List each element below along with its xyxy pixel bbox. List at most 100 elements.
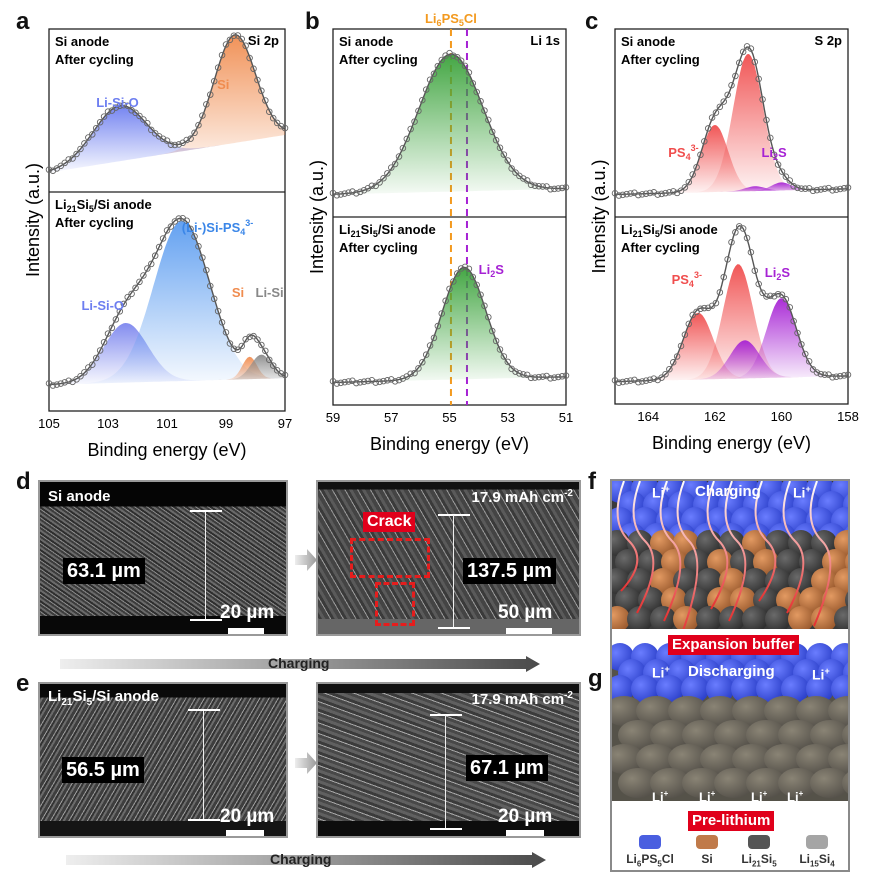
data-point	[65, 377, 72, 385]
legend-swatch	[696, 835, 718, 849]
sem-e-charged: 17.9 mAh cm-2 67.1 µm 20 µm	[316, 682, 581, 838]
data-point	[739, 48, 747, 56]
data-point	[697, 305, 704, 313]
data-point	[809, 187, 817, 195]
data-point	[226, 36, 234, 44]
data-point	[246, 333, 253, 341]
data-point	[128, 290, 135, 298]
data-point	[488, 128, 496, 136]
data-point	[442, 297, 449, 305]
li-ion-label: Li+	[652, 789, 668, 804]
data-point	[411, 369, 418, 377]
data-point	[230, 32, 238, 39]
spectrum-title: Li 1s	[530, 33, 560, 48]
data-point	[677, 187, 685, 195]
data-point	[140, 116, 147, 123]
x-tick-label: 59	[326, 410, 340, 425]
data-point	[372, 379, 379, 386]
data-point	[558, 373, 566, 380]
li-text: Li	[652, 484, 665, 501]
data-point	[49, 382, 57, 389]
data-point	[500, 151, 508, 158]
data-point	[333, 380, 341, 387]
legend-item-si: Si	[690, 835, 724, 866]
x-tick-label: 57	[384, 410, 398, 425]
data-point	[277, 370, 285, 377]
si-particle	[845, 553, 848, 571]
data-point	[159, 235, 167, 242]
data-point	[273, 119, 281, 127]
data-point	[805, 358, 813, 365]
thickness-label: 67.1 µm	[466, 755, 548, 781]
legend-sub: 5	[657, 859, 662, 869]
data-point	[802, 185, 809, 192]
data-point	[673, 353, 681, 360]
li21si5-particle	[696, 606, 722, 632]
legend-text: PS	[641, 852, 658, 866]
data-point	[646, 376, 654, 383]
x-tick-label: 160	[771, 409, 793, 424]
condition-label: After cycling	[621, 240, 700, 255]
data-point	[124, 102, 131, 109]
data-point	[763, 116, 770, 124]
panel-letter-a: a	[16, 8, 30, 35]
data-point	[345, 378, 352, 385]
data-point	[523, 177, 531, 184]
label-part: Li	[48, 688, 62, 705]
li21si5-particle	[627, 530, 653, 556]
sem-e-li21si5-anode: Li21Si5/Si anode 56.5 µm 20 µm	[38, 682, 288, 838]
data-point	[778, 168, 786, 175]
data-point	[535, 183, 543, 190]
data-point	[751, 267, 759, 274]
data-point	[399, 375, 407, 382]
data-point	[53, 381, 61, 388]
data-point	[380, 175, 387, 182]
data-point	[662, 189, 669, 197]
data-point	[364, 377, 372, 385]
li-ion-label: Li+	[652, 484, 670, 501]
li21si5-particle	[627, 606, 653, 632]
data-point	[356, 379, 364, 386]
data-point	[481, 302, 488, 310]
data-point	[191, 233, 198, 240]
li-ion-label: Li+	[751, 789, 767, 804]
measure-line	[445, 715, 446, 828]
charging-title: Charging	[695, 483, 761, 500]
data-point	[226, 340, 234, 347]
measure-top-tick	[438, 514, 470, 516]
legend-item-li6ps5cl: Li6PS5Cl	[620, 835, 680, 868]
data-point	[140, 272, 147, 279]
measure-line	[203, 711, 204, 819]
data-point	[120, 300, 127, 308]
li-text: Li	[652, 664, 665, 681]
li-ion-label: Li+	[699, 789, 715, 804]
data-point	[356, 188, 364, 196]
data-point	[426, 76, 434, 83]
li-ion-label: Li+	[787, 789, 803, 804]
li-text: Li	[699, 789, 711, 805]
data-point	[786, 304, 794, 311]
peak-fill	[615, 298, 848, 382]
data-point	[642, 377, 650, 384]
data-point	[454, 53, 461, 61]
data-point	[454, 270, 461, 277]
panel-letter-g: g	[588, 665, 603, 692]
discharging-title: Discharging	[688, 663, 775, 680]
data-point	[481, 107, 488, 114]
data-point	[833, 186, 840, 193]
li15si4-particle	[668, 696, 708, 726]
li-ion-path-arrow	[754, 481, 777, 602]
x-axis-label: Binding energy (eV)	[652, 433, 811, 453]
data-point	[85, 134, 92, 141]
data-point	[341, 378, 348, 386]
data-point	[469, 80, 477, 87]
data-point	[485, 313, 492, 321]
data-point	[116, 308, 124, 315]
li15si4-particle	[842, 772, 848, 794]
data-point	[132, 284, 139, 292]
x-tick-label: 99	[219, 416, 233, 431]
pre-lithium-tag: Pre-lithium	[688, 811, 775, 831]
data-point	[527, 374, 535, 382]
li15si4-particle	[682, 720, 722, 750]
li-ion-path-arrow	[632, 481, 655, 614]
